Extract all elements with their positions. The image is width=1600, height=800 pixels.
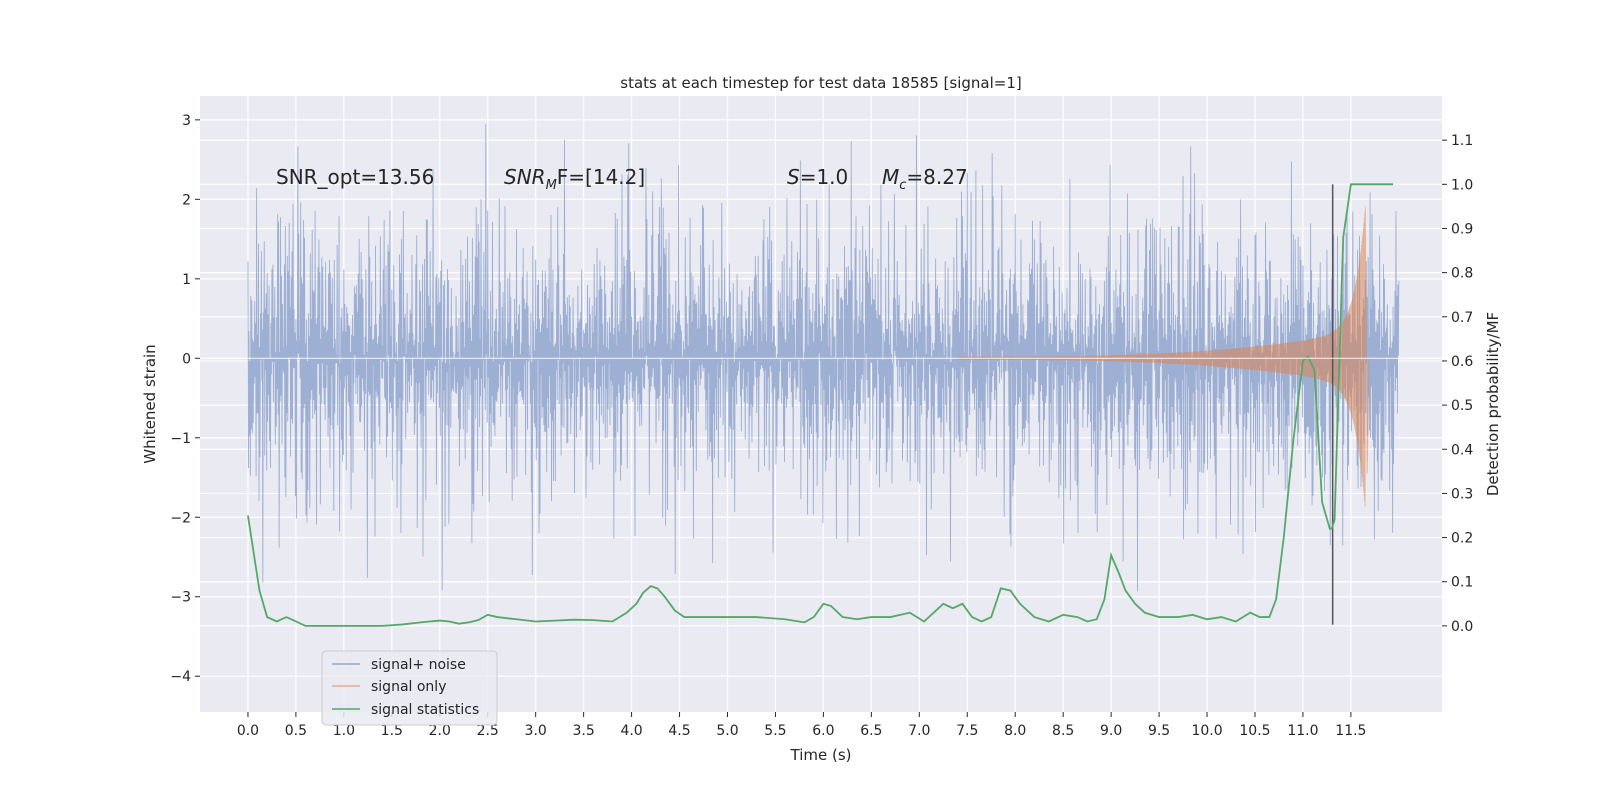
legend-label-stats: signal statistics xyxy=(371,702,479,718)
legend: signal+ noise signal only signal statist… xyxy=(321,650,498,726)
y-tick-label: −2 xyxy=(170,510,191,526)
y2-tick-label: 0.7 xyxy=(1451,310,1473,326)
y-tick-label: 3 xyxy=(182,113,191,129)
y-tick-label: −3 xyxy=(170,590,191,606)
annotation-mc-sub: c xyxy=(899,178,906,193)
x-tick-label: 2.5 xyxy=(477,723,499,739)
x-tick-label: 9.5 xyxy=(1148,723,1170,739)
x-tick-label: 11.0 xyxy=(1287,723,1318,739)
annotation-snr-opt: SNR_opt=13.56 xyxy=(276,165,434,189)
legend-label-signal: signal only xyxy=(371,679,446,695)
y2-tick-label: 1.0 xyxy=(1451,177,1473,193)
x-tick-labels: 0.0 0.5 1.0 1.5 2.0 2.5 3.0 3.5 4.0 4.5 5.0 5.5 6.0 6… xyxy=(237,712,1366,739)
x-tick-label: 9.0 xyxy=(1100,723,1122,739)
x-tick-label: 7.5 xyxy=(956,723,978,739)
y-tick-label: 0 xyxy=(182,351,191,367)
x-tick-label: 3.5 xyxy=(572,723,594,739)
y-tick-label: −4 xyxy=(170,669,191,685)
y2-tick-label: 0.8 xyxy=(1451,266,1473,282)
y-tick-labels: 3 2 1 0 −1 −2 −3 −4 xyxy=(170,113,200,685)
x-tick-label: 10.0 xyxy=(1191,723,1222,739)
y2-tick-label: 0.3 xyxy=(1451,486,1473,502)
grid-layer xyxy=(200,96,1442,712)
y2-tick-label: 0.1 xyxy=(1451,575,1473,591)
annotation-snr-mf-sub: M xyxy=(546,178,557,193)
y2-tick-label: 0.9 xyxy=(1451,221,1473,237)
annotation-snr-mf-base: SNR xyxy=(504,165,546,189)
x-axis-label: Time (s) xyxy=(790,746,852,764)
y-axis-label: Whitened strain xyxy=(141,344,159,463)
y2-tick-label: 0.2 xyxy=(1451,531,1473,547)
chart-title: stats at each timestep for test data 185… xyxy=(620,74,1021,92)
x-tick-label: 6.5 xyxy=(860,723,882,739)
x-tick-label: 4.5 xyxy=(668,723,690,739)
x-tick-label: 5.0 xyxy=(716,723,738,739)
annotation-mc: Mc=8.27 xyxy=(882,165,968,193)
x-tick-label: 2.0 xyxy=(429,723,451,739)
x-tick-label: 8.0 xyxy=(1004,723,1026,739)
x-tick-label: 8.5 xyxy=(1052,723,1074,739)
annotation-s-rest: =1.0 xyxy=(800,165,849,189)
x-tick-label: 3.0 xyxy=(525,723,547,739)
y-tick-label: 1 xyxy=(182,272,191,288)
annotation-mc-base: M xyxy=(882,165,899,189)
y2-tick-label: 0.6 xyxy=(1451,354,1473,370)
annotation-snr-mf-rest: F=[14.2] xyxy=(557,165,645,189)
y2-tick-label: 1.1 xyxy=(1451,133,1473,149)
x-tick-label: 5.5 xyxy=(764,723,786,739)
y2-axis-label: Detection probability/MF xyxy=(1484,312,1502,496)
x-tick-label: 0.5 xyxy=(285,723,307,739)
annotation-s: S=1.0 xyxy=(787,165,848,189)
x-tick-label: 1.0 xyxy=(333,723,355,739)
x-tick-label: 6.0 xyxy=(812,723,834,739)
x-tick-label: 7.0 xyxy=(908,723,930,739)
y2-tick-label: 0.4 xyxy=(1451,442,1473,458)
legend-label-noise: signal+ noise xyxy=(371,657,466,673)
y2-tick-label: 0.0 xyxy=(1451,619,1473,635)
legend-box xyxy=(321,650,498,726)
x-tick-label: 1.5 xyxy=(381,723,403,739)
series-signal-statistics xyxy=(247,183,1394,627)
annotation-mc-rest: =8.27 xyxy=(906,165,967,189)
annotation-s-italic: S xyxy=(787,165,800,189)
x-tick-label: 10.5 xyxy=(1239,723,1270,739)
y2-tick-label: 0.5 xyxy=(1451,398,1473,414)
series-layer xyxy=(247,123,1400,627)
y2-tick-labels: 1.1 1.0 0.9 0.8 0.7 0.6 0.5 0.4 0.3 0.2 0.1 0.0 xyxy=(1442,133,1473,635)
x-tick-label: 11.5 xyxy=(1335,723,1366,739)
annotation-snr-mf: SNRMF=[14.2] xyxy=(504,165,645,193)
y-tick-label: 2 xyxy=(182,192,191,208)
y-tick-label: −1 xyxy=(170,431,191,447)
x-tick-label: 4.0 xyxy=(620,723,642,739)
x-tick-label: 0.0 xyxy=(237,723,259,739)
